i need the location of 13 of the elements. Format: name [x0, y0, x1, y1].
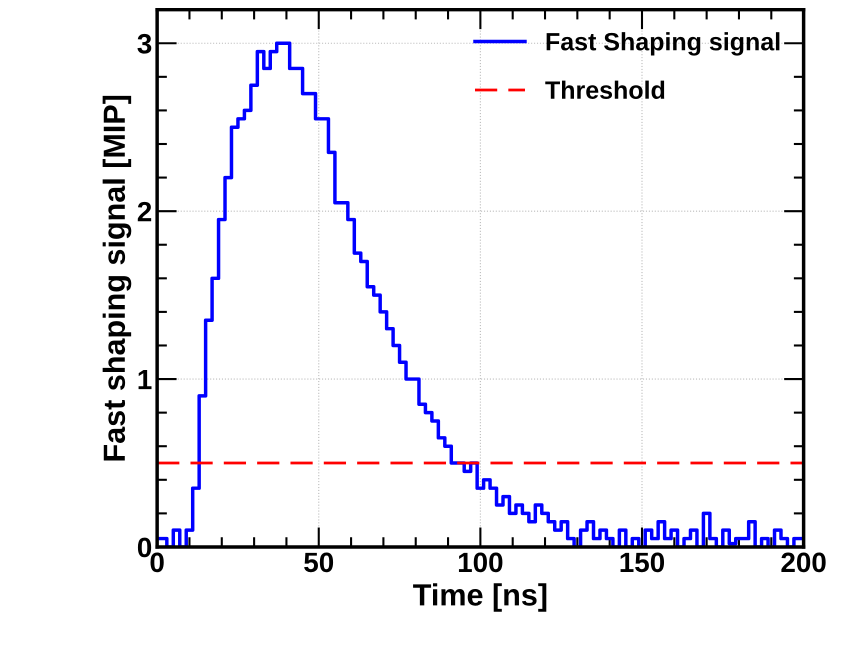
x-tick-label: 200	[781, 552, 826, 572]
legend-label: Fast Shaping signal	[546, 32, 780, 56]
x-axis-title: Time [ns]	[413, 583, 546, 612]
x-tick-label: 150	[620, 552, 664, 572]
x-tick-label: 0	[150, 552, 164, 572]
legend-label: Threshold	[545, 80, 664, 99]
x-tick-label: 100	[458, 552, 502, 572]
x-tick-label: 50	[304, 552, 334, 572]
y-tick-label: 2	[138, 202, 152, 222]
y-tick-label: 3	[137, 34, 152, 54]
y-tick-label: 0	[138, 538, 152, 558]
y-axis-title: Fast shaping signal [MIP]	[102, 96, 132, 460]
y-tick-label: 1	[138, 370, 152, 390]
